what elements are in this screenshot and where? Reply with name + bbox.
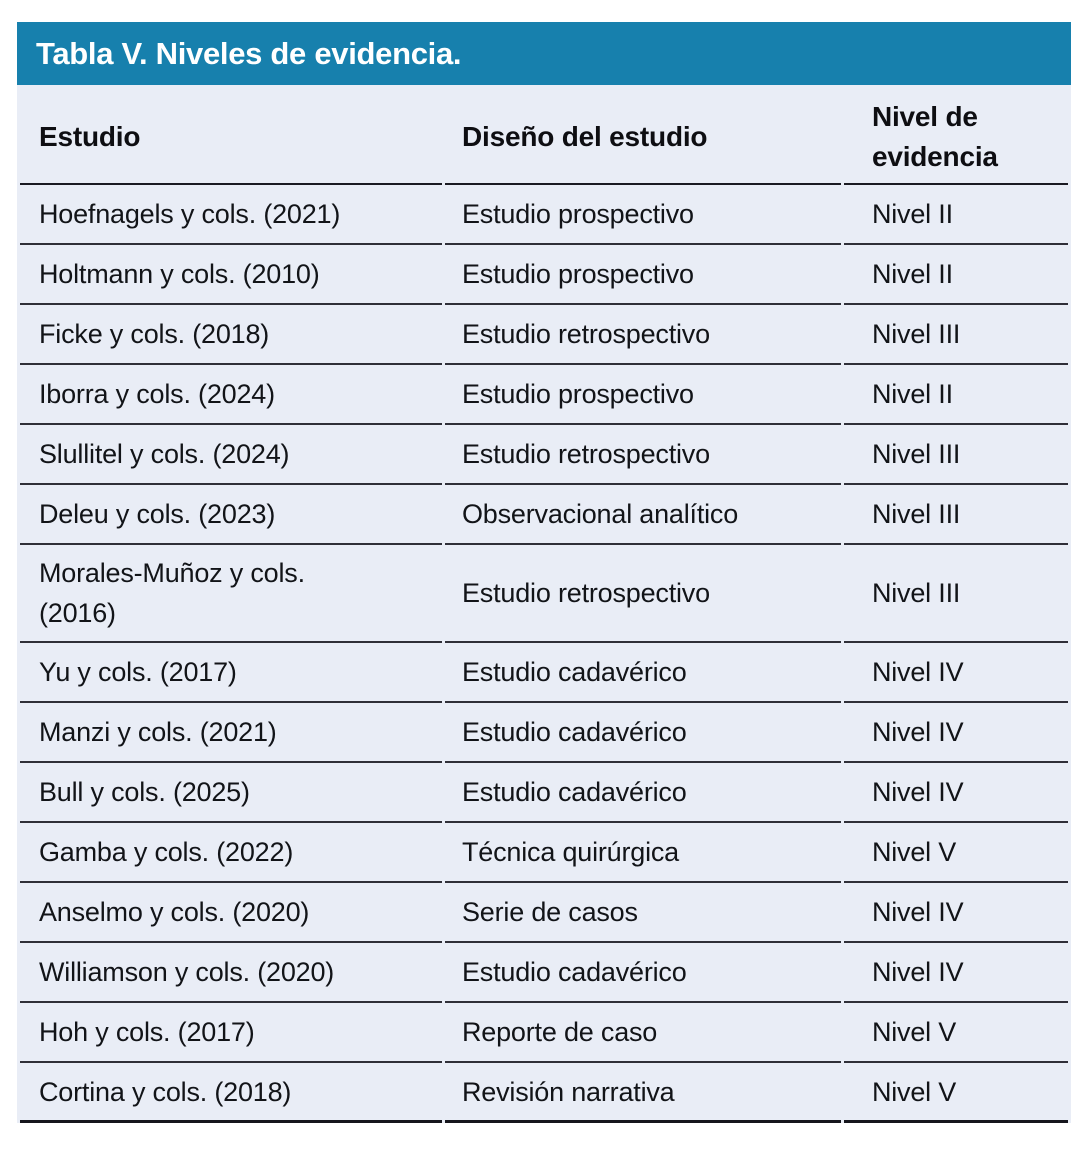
header-row: Estudio Diseño del estudio Nivel de evid…	[20, 85, 1068, 185]
study-cell: Manzi y cols. (2021)	[20, 703, 442, 763]
level-cell: Nivel II	[843, 185, 1068, 245]
study-cell: Gamba y cols. (2022)	[20, 823, 442, 883]
column-header-diseno: Diseño del estudio	[445, 85, 841, 185]
study-cell: Ficke y cols. (2018)	[20, 305, 442, 365]
design-cell: Revisión narrativa	[445, 1063, 841, 1123]
study-cell: Cortina y cols. (2018)	[20, 1063, 442, 1123]
study-cell: Anselmo y cols. (2020)	[20, 883, 442, 943]
table-row: Iborra y cols. (2024) Estudio prospectivo…	[20, 365, 1068, 425]
table-row: Hoefnagels y cols. (2021) Estudio prospec…	[20, 185, 1068, 245]
study-cell: Hoh y cols. (2017)	[20, 1003, 442, 1063]
study-cell: Hoefnagels y cols. (2021)	[20, 185, 442, 245]
table-row: Holtmann y cols. (2010) Estudio prospecti…	[20, 245, 1068, 305]
table-title: Tabla V. Niveles de evidencia.	[36, 35, 462, 71]
design-cell: Estudio cadavérico	[445, 643, 841, 703]
design-cell: Estudio prospectivo	[445, 245, 841, 305]
level-cell: Nivel III	[843, 425, 1068, 485]
study-cell: Deleu y cols. (2023)	[20, 485, 442, 545]
design-cell: Estudio retrospectivo	[445, 305, 841, 365]
level-cell: Nivel II	[843, 365, 1068, 425]
level-cell: Nivel IV	[843, 703, 1068, 763]
level-cell: Nivel II	[843, 245, 1068, 305]
study-cell: Yu y cols. (2017)	[20, 643, 442, 703]
study-cell: Holtmann y cols. (2010)	[20, 245, 442, 305]
level-cell: Nivel V	[843, 823, 1068, 883]
study-cell: Bull y cols. (2025)	[20, 763, 442, 823]
design-cell: Estudio retrospectivo	[445, 545, 841, 643]
evidence-table-card: Tabla V. Niveles de evidencia. Estudio D…	[17, 22, 1071, 1123]
design-cell: Estudio retrospectivo	[445, 425, 841, 485]
table-row: Williamson y cols. (2020) Estudio cadavér…	[20, 943, 1068, 1003]
study-cell: Williamson y cols. (2020)	[20, 943, 442, 1003]
level-cell: Nivel IV	[843, 943, 1068, 1003]
design-cell: Estudio prospectivo	[445, 185, 841, 245]
design-cell: Técnica quirúrgica	[445, 823, 841, 883]
table-row: Deleu y cols. (2023) Observacional analít…	[20, 485, 1068, 545]
column-header-nivel: Nivel de evidencia	[843, 85, 1068, 185]
design-cell: Serie de casos	[445, 883, 841, 943]
table-row: Cortina y cols. (2018) Revisión narrativa…	[20, 1063, 1068, 1123]
table-row: Anselmo y cols. (2020) Serie de casos Nive…	[20, 883, 1068, 943]
level-cell: Nivel V	[843, 1003, 1068, 1063]
design-cell: Estudio cadavérico	[445, 763, 841, 823]
table-row: Gamba y cols. (2022) Técnica quirúrgica Ni…	[20, 823, 1068, 883]
level-cell: Nivel IV	[843, 643, 1068, 703]
level-cell: Nivel IV	[843, 763, 1068, 823]
table-row: Manzi y cols. (2021) Estudio cadavérico Ni…	[20, 703, 1068, 763]
level-cell: Nivel III	[843, 485, 1068, 545]
table-row: Ficke y cols. (2018) Estudio retrospectiv…	[20, 305, 1068, 365]
design-cell: Estudio prospectivo	[445, 365, 841, 425]
table-row: Morales-Muñoz y cols. (2016) Estudio retr…	[20, 545, 1068, 643]
study-cell: Iborra y cols. (2024)	[20, 365, 442, 425]
design-cell: Observacional analítico	[445, 485, 841, 545]
table-header: Estudio Diseño del estudio Nivel de evid…	[20, 85, 1068, 185]
design-cell: Reporte de caso	[445, 1003, 841, 1063]
table-row: Yu y cols. (2017) Estudio cadavérico Nivel…	[20, 643, 1068, 703]
table-row: Slullitel y cols. (2024) Estudio retrospe…	[20, 425, 1068, 485]
design-cell: Estudio cadavérico	[445, 703, 841, 763]
level-cell: Nivel V	[843, 1063, 1068, 1123]
level-cell: Nivel IV	[843, 883, 1068, 943]
level-cell: Nivel III	[843, 545, 1068, 643]
table-title-bar: Tabla V. Niveles de evidencia.	[17, 22, 1071, 85]
study-cell: Morales-Muñoz y cols. (2016)	[20, 545, 442, 643]
design-cell: Estudio cadavérico	[445, 943, 841, 1003]
table-row: Hoh y cols. (2017) Reporte de caso Nivel V	[20, 1003, 1068, 1063]
column-header-estudio: Estudio	[20, 85, 442, 185]
table-body: Hoefnagels y cols. (2021) Estudio prospec…	[20, 185, 1068, 1123]
table-row: Bull y cols. (2025) Estudio cadavérico Niv…	[20, 763, 1068, 823]
study-cell: Slullitel y cols. (2024)	[20, 425, 442, 485]
evidence-table: Estudio Diseño del estudio Nivel de evid…	[17, 85, 1071, 1123]
level-cell: Nivel III	[843, 305, 1068, 365]
